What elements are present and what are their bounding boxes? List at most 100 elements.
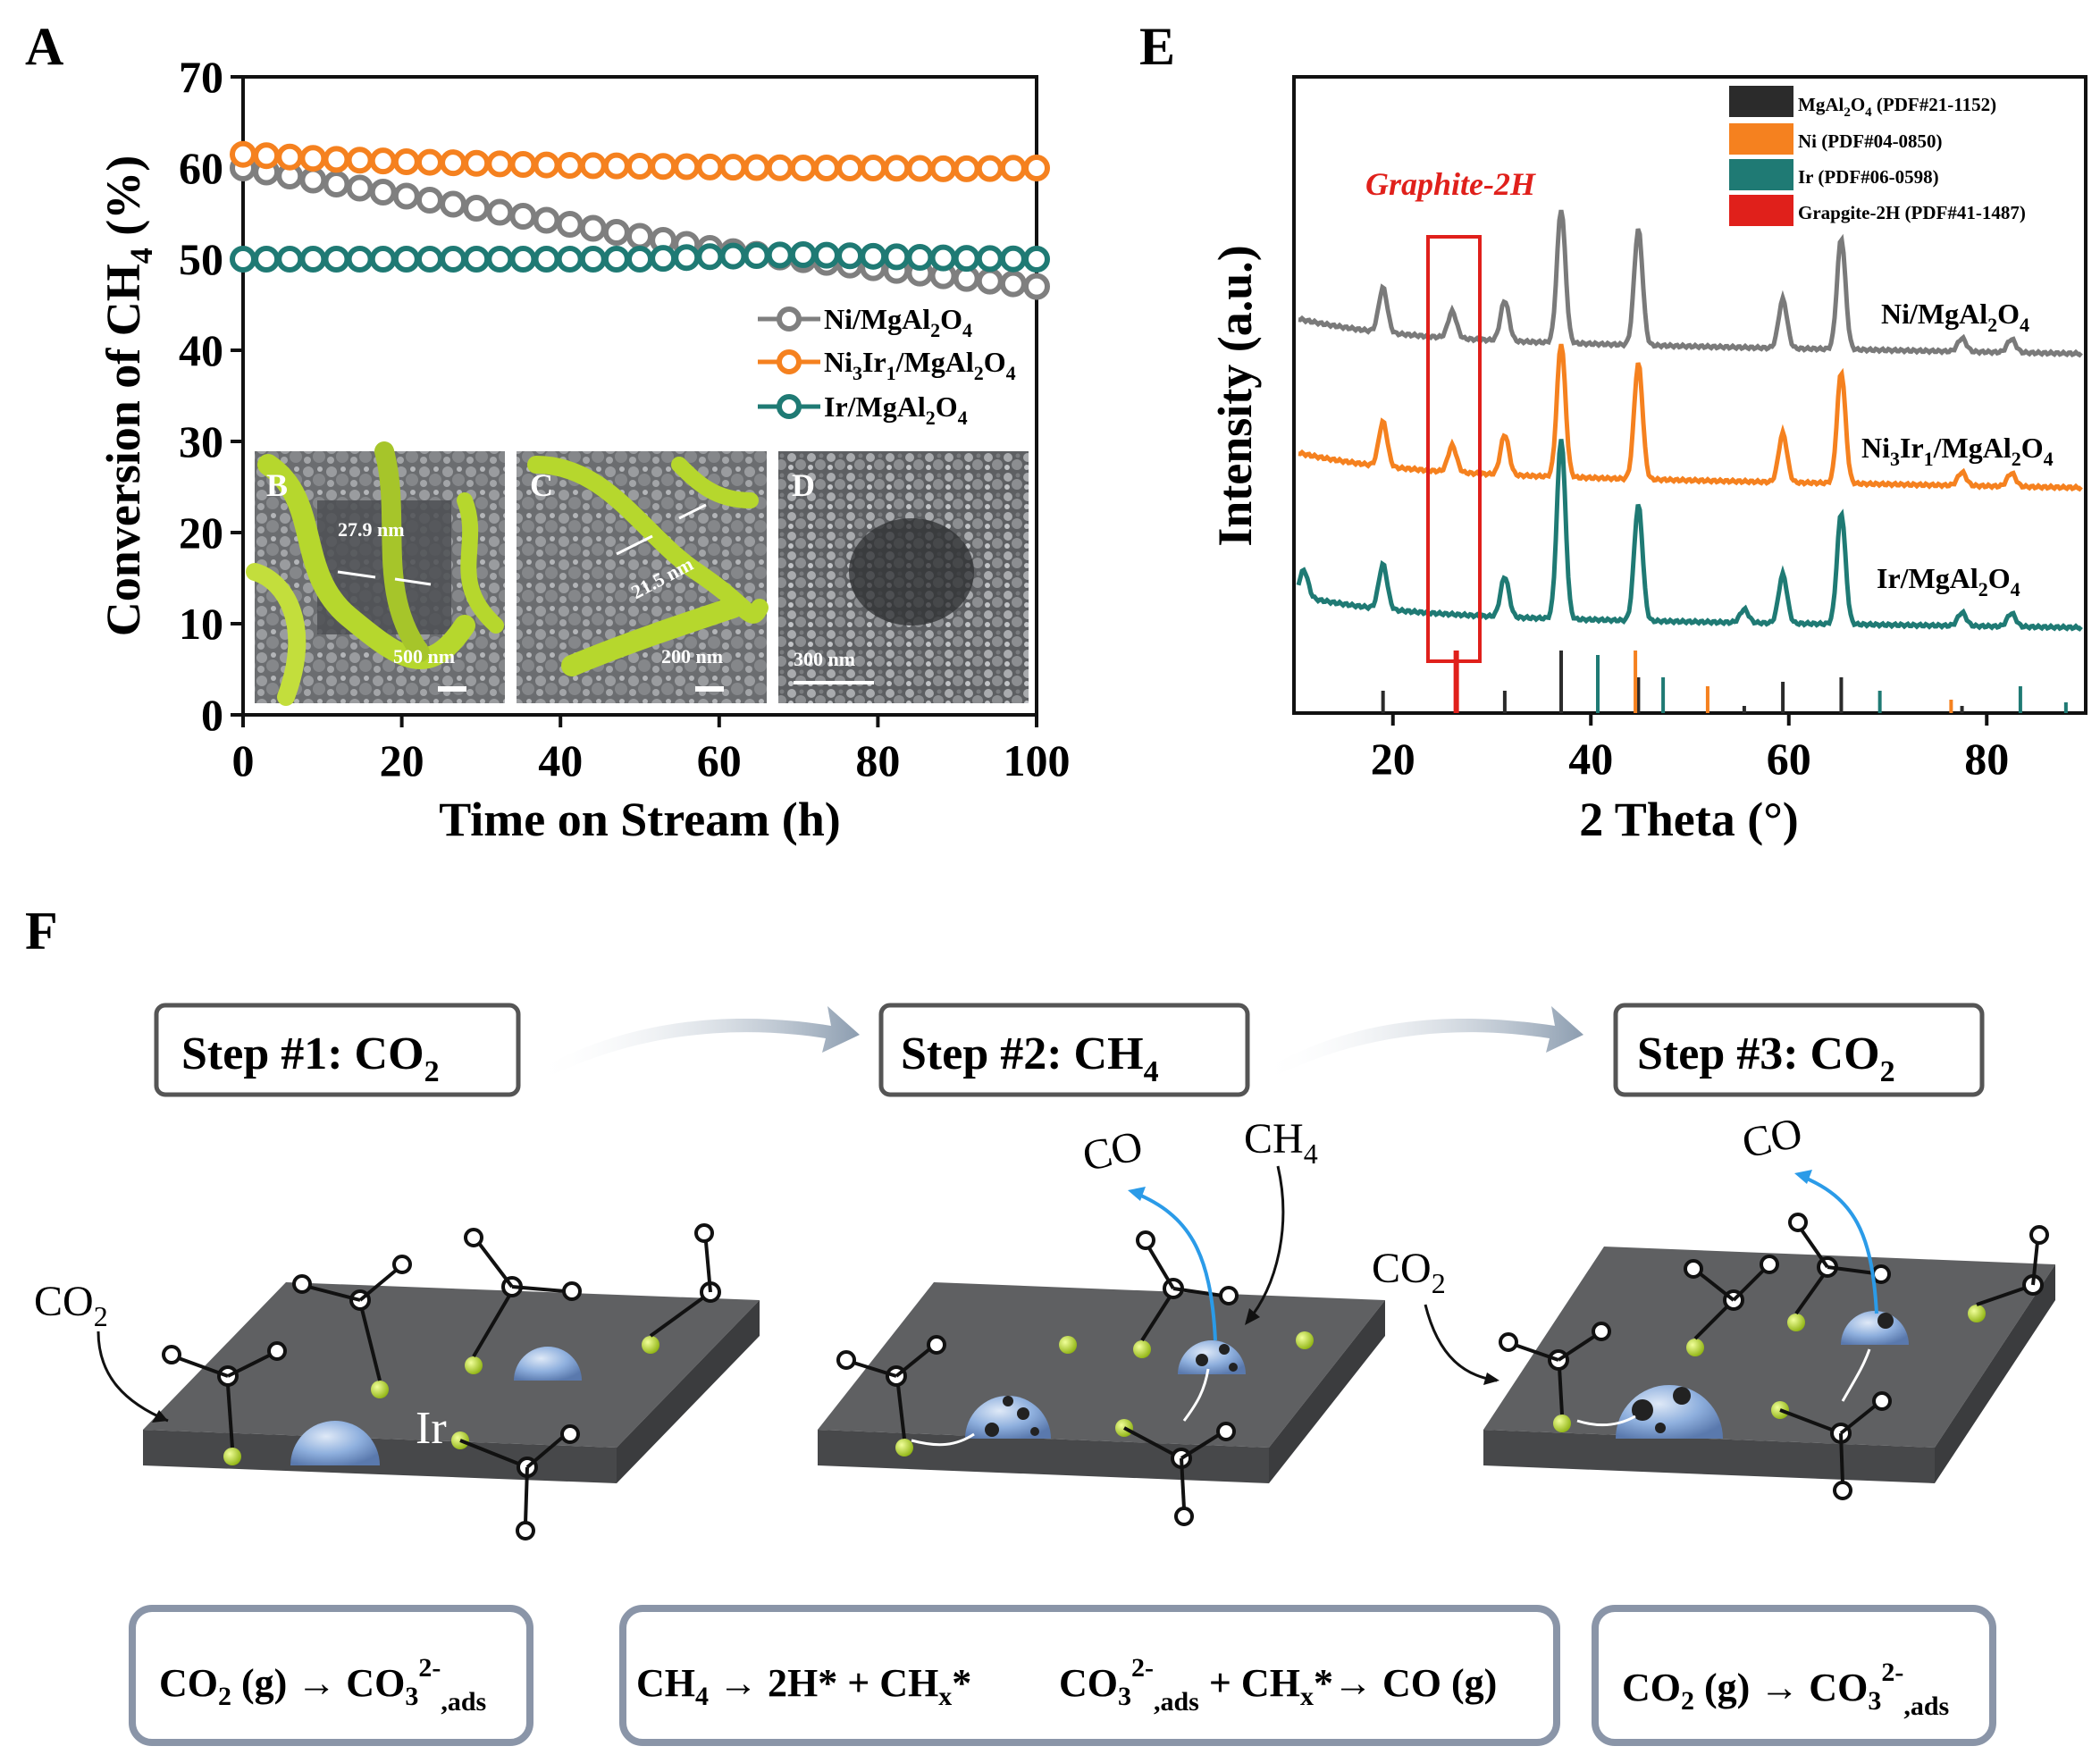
- a-point-2: [789, 241, 817, 269]
- a-series-layer: [230, 140, 1050, 300]
- equation-box-3: CO2 (g) → CO32-,ads: [1592, 1605, 1996, 1746]
- a-point-2: [369, 246, 397, 273]
- a-point-2: [766, 241, 794, 269]
- a-point-1: [789, 155, 817, 181]
- plot-frame-e: [1292, 75, 2087, 715]
- a-point-0: [299, 166, 327, 194]
- panel-letter-e: E: [1139, 17, 1175, 76]
- panel-letter-f: F: [25, 902, 58, 961]
- e-ylabel: Intensity (a.u.): [1208, 245, 1262, 547]
- a-point-1: [673, 153, 701, 180]
- step-arrow-1: [534, 1006, 860, 1081]
- a-point-0: [323, 171, 350, 197]
- a-point-1: [719, 154, 747, 181]
- a-point-1: [766, 154, 794, 181]
- e-xtick-label: 20: [1371, 734, 1415, 784]
- svg-text:Step #2: CH4: Step #2: CH4: [901, 1028, 1159, 1088]
- e-label-ni: Ni/MgAl2O4: [1881, 298, 2029, 336]
- e-reference-lines: [1381, 651, 2068, 713]
- a-point-2: [883, 243, 911, 271]
- ir-particle-coked: [1616, 1385, 1723, 1439]
- migration-arrow-3b: [1841, 1348, 1871, 1402]
- migration-arrow-2b: [1182, 1368, 1210, 1422]
- co-blue-arrow-2: [1134, 1191, 1217, 1341]
- a-xtick-label: 40: [538, 735, 583, 785]
- curved-arrow-3: [1424, 1304, 1498, 1382]
- panel-e: E 20 40 60 80 2 Theta (°) Intensity (a.u.) …: [1139, 17, 2087, 846]
- a-point-1: [556, 152, 584, 180]
- inset-d: D 300 nm: [778, 451, 1029, 703]
- e-xtick-label: 80: [1964, 734, 2009, 784]
- a-point-1: [346, 147, 374, 174]
- ch4-label: CH4: [1244, 1115, 1318, 1170]
- a-point-1: [323, 146, 350, 173]
- panel-f: F Step #1: CO2 Step #2: CH4 Step #3: CO2: [25, 902, 2055, 1746]
- co2-label-1: CO2: [34, 1278, 108, 1332]
- svg-text:Ni3Ir1/MgAl2O4: Ni3Ir1/MgAl2O4: [824, 346, 1016, 384]
- a-xtick-label: 60: [697, 735, 742, 785]
- a-point-2: [953, 245, 980, 273]
- ir-particle: [514, 1347, 582, 1381]
- a-point-1: [509, 150, 537, 178]
- legend-item-niir: Ni3Ir1/MgAl2O4: [758, 346, 1016, 384]
- a-point-2: [440, 246, 467, 273]
- a-point-0: [976, 267, 1004, 295]
- carbonate-groups: [162, 1213, 2049, 1541]
- a-point-2: [976, 245, 1004, 273]
- a-xtick-label: 80: [855, 735, 900, 785]
- a-point-1: [602, 152, 630, 180]
- a-point-0: [392, 182, 420, 210]
- a-point-1: [369, 147, 397, 175]
- inset-b-label: 27.9 nm: [338, 518, 405, 541]
- a-point-0: [463, 195, 491, 222]
- svg-text:Ir/MgAl2O4: Ir/MgAl2O4: [824, 390, 968, 429]
- coke-dots: [985, 1313, 1894, 1437]
- a-xtick-label: 0: [232, 735, 255, 785]
- svg-text:CO32-,ads + CHx*→ CO (g): CO32-,ads + CHx*→ CO (g): [1059, 1653, 1497, 1717]
- panel-a: A 0 20 40 60 80 100 0 10 20 30 40 50 60 70 Time on St…: [25, 17, 1071, 846]
- slab-1: [143, 1282, 760, 1483]
- a-point-1: [533, 151, 560, 179]
- graphite-label: Graphite-2H: [1365, 166, 1536, 202]
- e-xtick-label: 40: [1568, 734, 1613, 784]
- a-point-2: [836, 242, 864, 270]
- a-point-0: [486, 198, 514, 226]
- ref-legend-ni: Ni (PDF#04-0850): [1798, 130, 1943, 152]
- a-point-1: [883, 155, 911, 182]
- a-ytick-label: 70: [179, 52, 223, 102]
- a-point-1: [230, 140, 256, 168]
- e-ref-legend: MgAl2O4 (PDF#21-1152) Ni (PDF#04-0850) I…: [1729, 86, 2026, 226]
- ref-legend-graphite: Grapgite-2H (PDF#41-1487): [1798, 202, 2026, 223]
- a-point-1: [486, 150, 514, 178]
- step-box-2: Step #2: CH4: [878, 1003, 1250, 1097]
- a-point-2: [929, 244, 957, 272]
- a-point-1: [976, 155, 1004, 182]
- co2-label-3: CO2: [1372, 1245, 1446, 1299]
- e-xtick-label: 60: [1767, 734, 1811, 784]
- a-point-1: [579, 152, 607, 180]
- a-point-1: [392, 147, 420, 175]
- inset-c-scale: 200 nm: [661, 645, 723, 667]
- a-ytick-label: 30: [179, 416, 223, 466]
- a-ytick-label: 0: [201, 690, 223, 740]
- a-point-1: [906, 155, 934, 182]
- a-point-2: [626, 246, 653, 273]
- ir-particle: [290, 1421, 380, 1465]
- svg-text:Ni/MgAl2O4: Ni/MgAl2O4: [824, 303, 972, 341]
- step-box-1: Step #1: CO2: [154, 1003, 521, 1097]
- a-ytick-label: 50: [179, 234, 223, 284]
- legend-item-ir: Ir/MgAl2O4: [758, 390, 968, 429]
- svg-text:CO2 (g) → CO32-,ads: CO2 (g) → CO32-,ads: [159, 1653, 486, 1717]
- a-point-1: [836, 155, 864, 181]
- a-xtick-label: 20: [380, 735, 424, 785]
- a-ylabel: Conversion of CH4 (%): [97, 155, 159, 636]
- a-point-1: [416, 148, 443, 176]
- a-point-2: [486, 246, 514, 273]
- inset-b-letter: B: [266, 467, 288, 503]
- inset-b-scale: 500 nm: [393, 645, 455, 667]
- a-axis-ticks: 0 20 40 60 80 100 0 10 20 30 40 50 60 70: [179, 52, 1071, 785]
- a-point-2: [299, 246, 327, 273]
- a-point-1: [929, 155, 957, 182]
- a-point-2: [556, 246, 584, 273]
- inset-d-scale: 300 nm: [794, 648, 855, 670]
